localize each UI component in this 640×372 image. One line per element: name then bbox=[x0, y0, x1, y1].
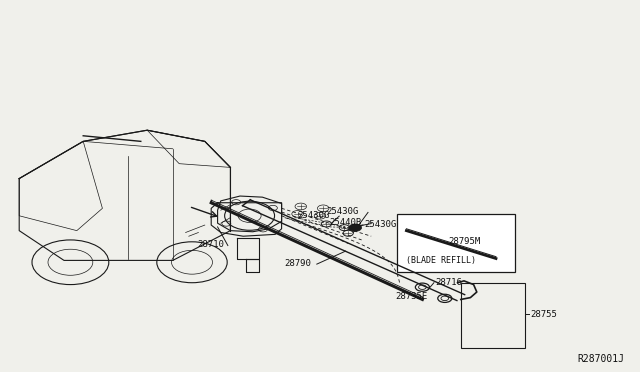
Text: 25430G: 25430G bbox=[298, 211, 330, 219]
Text: (BLADE REFILL): (BLADE REFILL) bbox=[406, 256, 476, 265]
Bar bbox=[461, 283, 525, 348]
Text: 28735E: 28735E bbox=[396, 292, 428, 301]
Text: 28795M: 28795M bbox=[448, 237, 480, 246]
Text: 28716: 28716 bbox=[435, 278, 462, 286]
Text: 25440B: 25440B bbox=[330, 218, 362, 227]
Bar bbox=[397, 214, 515, 272]
Text: 28710: 28710 bbox=[197, 240, 224, 249]
Text: 25430G: 25430G bbox=[326, 207, 358, 216]
Text: R287001J: R287001J bbox=[577, 354, 624, 364]
Text: 28755: 28755 bbox=[530, 310, 557, 319]
Text: 28790: 28790 bbox=[285, 259, 312, 268]
Circle shape bbox=[349, 224, 362, 231]
Text: 25430G: 25430G bbox=[365, 220, 397, 229]
